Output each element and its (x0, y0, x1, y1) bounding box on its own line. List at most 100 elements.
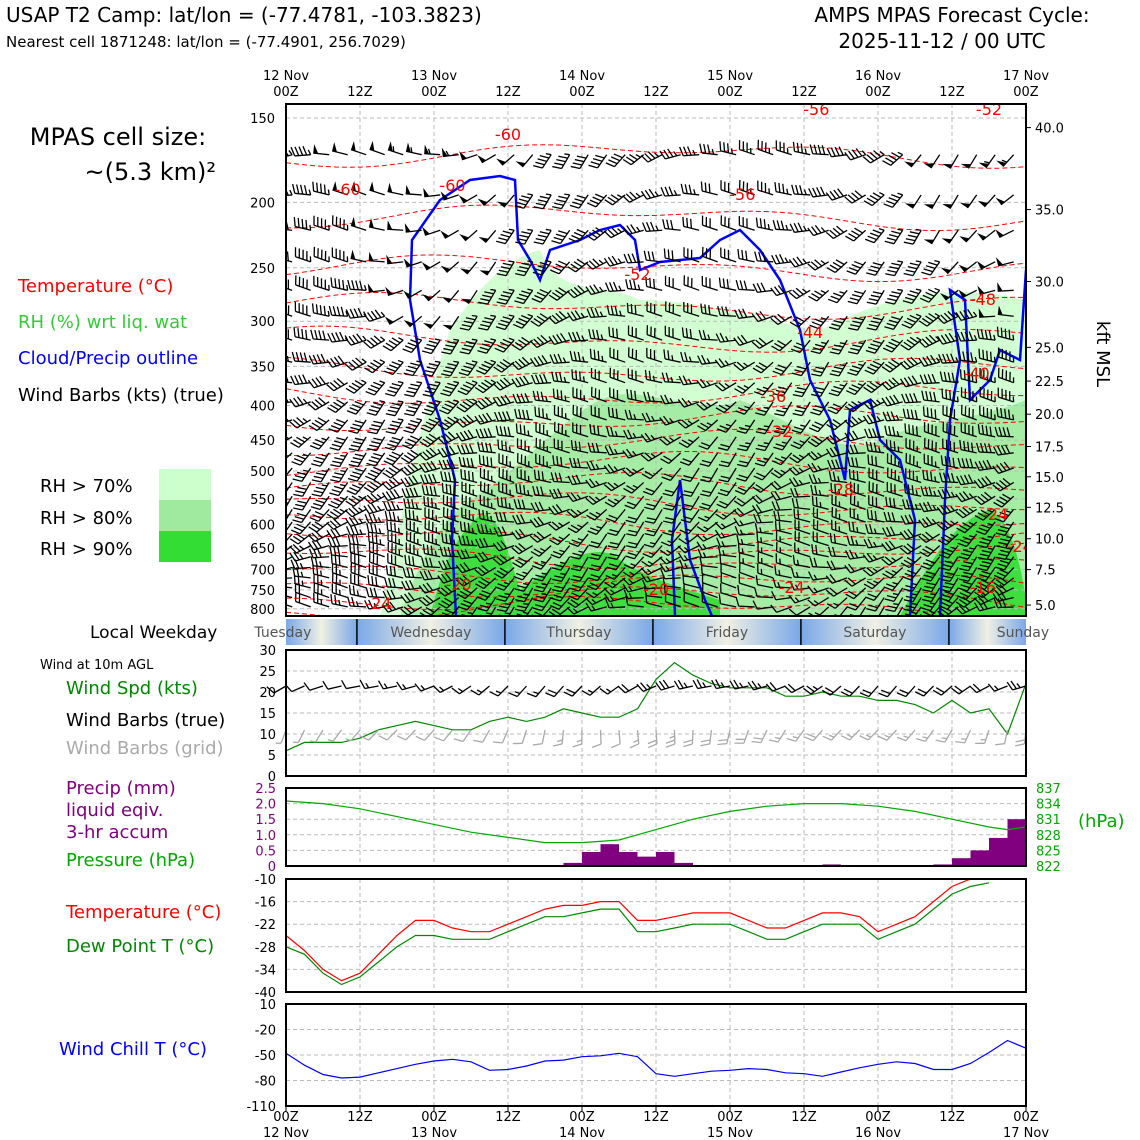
barb-full (463, 344, 474, 348)
barb-full (374, 309, 382, 318)
top-tick-hour: 00Z (717, 85, 743, 100)
barb-flag (387, 141, 393, 152)
upper-barb (813, 504, 829, 511)
barb-full (591, 564, 601, 568)
barb-full (848, 327, 858, 331)
surface-barb-grid (812, 729, 823, 742)
barb-half (777, 581, 781, 588)
barb-full (737, 463, 747, 468)
barb-full (814, 435, 823, 443)
barb-full (605, 517, 616, 523)
barb-full (572, 162, 583, 166)
barb-full (945, 389, 948, 399)
barb-half (803, 225, 807, 232)
precip-bar (563, 862, 582, 866)
barb-full (922, 548, 932, 555)
barb-full (522, 375, 530, 385)
upper-barb (690, 482, 700, 497)
barb-full (628, 409, 633, 420)
barb-full (996, 545, 1006, 549)
barb-half (614, 431, 618, 437)
barb-full (529, 535, 538, 543)
barb-full (736, 507, 745, 516)
barb-full (813, 369, 823, 374)
barb-full (625, 467, 634, 475)
barb-full (536, 531, 545, 539)
barb-full (410, 449, 419, 456)
barb-full (910, 409, 914, 420)
barb-full (667, 350, 670, 360)
barb-half (796, 559, 800, 566)
barb-half (321, 454, 328, 457)
barb-flag (923, 239, 935, 245)
barb-full (921, 271, 931, 276)
barb-full (843, 688, 853, 694)
upper-barb (931, 194, 941, 210)
upper-barb (664, 577, 681, 580)
upper-barb (868, 463, 885, 469)
barb-full (943, 519, 952, 527)
barb-full (309, 516, 319, 522)
barb-full (999, 511, 1009, 517)
barb-full (658, 680, 666, 690)
barb-half (321, 470, 328, 473)
barb-full (648, 188, 655, 198)
barb-full (812, 474, 818, 484)
barb-full (946, 353, 951, 363)
barb-full (589, 348, 592, 359)
barb-full (825, 231, 834, 239)
upper-barb (776, 562, 792, 569)
barb-full (373, 420, 383, 424)
barb-half (865, 734, 872, 738)
upper-barb (683, 591, 700, 599)
upper-barb (286, 194, 293, 197)
upper-barb (757, 550, 774, 558)
upper-barb (596, 567, 608, 581)
barb-full (392, 511, 396, 522)
barb-full (998, 426, 1003, 437)
barb-full (847, 403, 857, 410)
weekday-cell (948, 619, 1026, 645)
barb-full (570, 508, 579, 517)
barb-full (755, 312, 763, 321)
barb-full (388, 479, 397, 487)
barb-full (589, 199, 599, 205)
barb-full (736, 477, 746, 482)
temperature-line (285, 878, 989, 982)
upper-barb (820, 361, 830, 377)
upper-barb (702, 601, 718, 608)
barb-half (1006, 523, 1012, 526)
barb-full (680, 351, 684, 362)
barb-full (286, 251, 289, 261)
barb-full (771, 501, 777, 511)
barb-full (401, 581, 407, 591)
barb-full (539, 288, 549, 294)
barb-full (718, 739, 728, 742)
upper-barb (405, 495, 422, 498)
barb-full (683, 490, 694, 494)
barb-half (669, 735, 675, 739)
barb-full (751, 680, 758, 690)
barb-full (643, 391, 647, 402)
barb-full (905, 393, 910, 403)
barb-full (391, 361, 401, 366)
barb-full (501, 526, 507, 536)
barb-full (519, 266, 529, 270)
barb-full (315, 456, 325, 461)
barb-full (959, 492, 966, 501)
barb-half (915, 228, 922, 231)
barb-full (833, 533, 837, 544)
barb-full (733, 500, 743, 507)
barb-full (514, 408, 518, 419)
barb-full (433, 486, 437, 496)
barb-full (792, 289, 801, 297)
barb-half (693, 189, 696, 195)
barb-full (844, 432, 851, 442)
barb-full (604, 199, 614, 206)
barb-half (786, 188, 789, 195)
barb-full (961, 458, 966, 468)
upper-barb (727, 452, 737, 467)
barb-full (276, 584, 277, 593)
barb-full (585, 234, 595, 241)
